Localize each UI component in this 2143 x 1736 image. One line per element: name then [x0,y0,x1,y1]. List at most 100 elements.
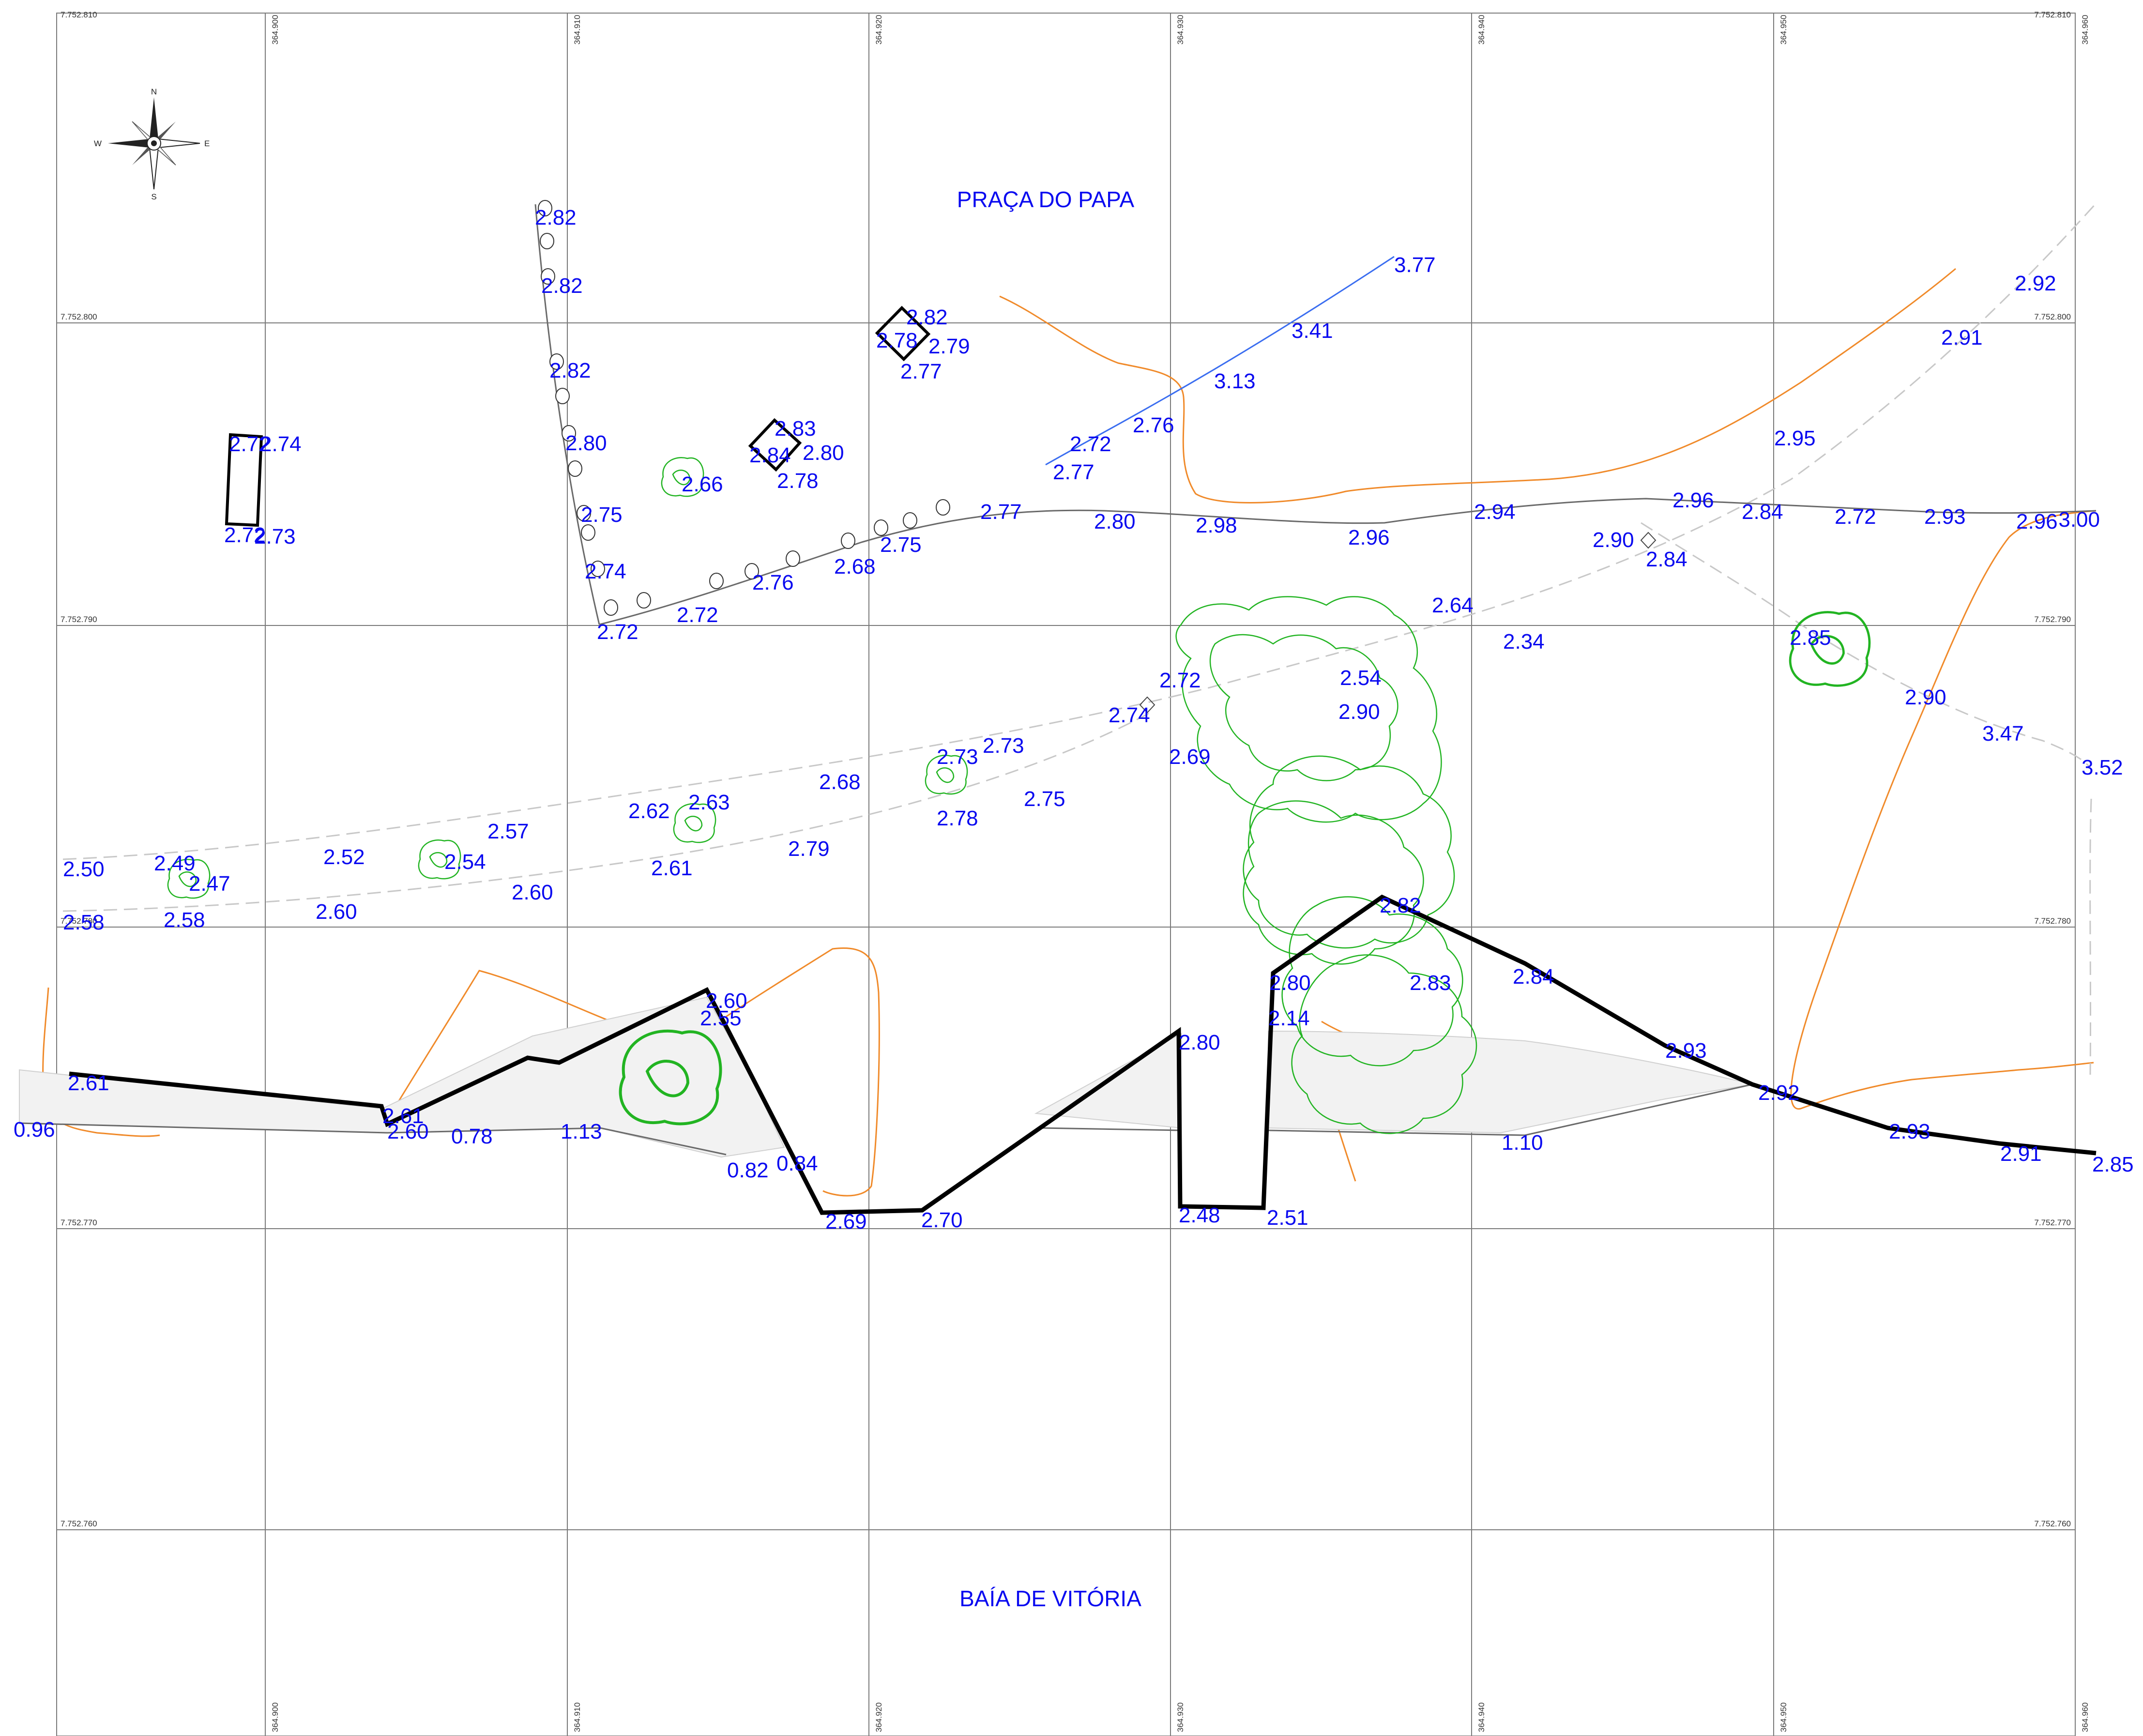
spot-elevation: 2.77 [980,500,1022,524]
structure-rect [225,433,263,527]
spot-elevation: 2.72 [677,603,718,627]
dashed-survey-lines [62,202,2097,1075]
spot-elevation: 2.80 [803,441,844,465]
spot-elevations: 2.82 2.82 2.82 2.80 2.75 2.74 2.72 2.72 … [14,206,2134,1233]
spot-elevation: 2.85 [1790,626,1831,650]
spot-elevation: 2.96 [1348,526,1390,549]
compass-s: S [151,192,156,201]
spot-elevation: 2.78 [777,469,819,493]
spot-elevation: 2.68 [819,770,861,794]
spot-elevation: 2.98 [1196,514,1237,537]
riprap-zone [19,996,1753,1158]
spot-elevation: 2.69 [1169,745,1211,769]
spot-elevation: 2.73 [937,745,978,769]
spot-elevation: 2.75 [880,533,922,557]
spot-elevation: 2.73 [254,525,296,548]
easting-label: 364.930 [1176,15,1185,45]
spot-elevation: 2.61 [651,856,693,880]
spot-elevation: 2.82 [549,359,591,382]
northing-label: 7.752.780 [61,916,97,926]
structures [225,305,1657,714]
spot-elevation: 2.79 [788,837,830,861]
easting-label: 364.950 [1779,15,1788,45]
tree-icon [661,457,704,497]
northing-label: 7.752.800 [61,312,97,321]
spot-elevation: 2.92 [1758,1081,1800,1105]
easting-label: 364.900 [271,1703,280,1732]
spot-elevation: 0.84 [776,1152,818,1175]
spot-elevation: 2.77 [1053,460,1094,484]
easting-label: 364.900 [271,15,280,45]
easting-label: 364.920 [874,1703,883,1732]
marker-diamond [1139,696,1155,714]
northing-label: 7.752.760 [2034,1519,2071,1528]
spot-elevation: 2.93 [1665,1039,1707,1063]
easting-label: 364.930 [1176,1703,1185,1732]
spot-elevation: 3.41 [1292,319,1333,343]
easting-label: 364.940 [1477,1703,1486,1732]
spot-elevation: 2.76 [752,571,794,594]
spot-elevation: 2.55 [700,1006,742,1030]
spot-elevation: 2.82 [906,305,948,329]
spot-elevation: 2.74 [260,432,302,456]
easting-label: 364.910 [573,1703,582,1732]
northing-label: 7.752.760 [61,1519,97,1528]
spot-elevation: 2.54 [1340,666,1382,690]
spot-elevation: 2.96 [1672,488,1714,512]
spot-elevation: 2.82 [1380,894,1421,917]
northing-label: 7.752.790 [61,615,97,624]
spot-elevation: 2.52 [323,845,365,869]
spot-elevation: 2.54 [444,850,486,874]
spot-elevation: 2.93 [1889,1120,1930,1143]
easting-label: 364.960 [2081,1703,2090,1732]
blue-survey-line [1045,256,1395,466]
place-label-baia: BAÍA DE VITÓRIA [959,1586,1141,1611]
spot-elevation: 2.60 [387,1120,429,1143]
spot-elevation: 2.47 [189,872,230,896]
northing-label: 7.752.810 [61,10,97,19]
wall-stones [538,200,950,616]
spot-elevation: 2.61 [68,1071,109,1095]
spot-elevation: 2.74 [1109,703,1150,727]
spot-elevation: 2.72 [1159,669,1201,692]
spot-elevation: 2.83 [1410,971,1451,995]
spot-elevation: 2.48 [1179,1203,1220,1227]
compass-rose-icon: N S E W [94,87,210,201]
northing-label: 7.752.810 [2034,10,2071,19]
spot-elevation: 2.96 [2016,510,2058,533]
spot-elevation: 1.13 [561,1120,602,1143]
spot-elevation: 2.75 [1024,787,1065,811]
lower-profile-line [19,1083,1753,1156]
structure-diamond [748,418,802,472]
spot-elevation: 2.58 [63,911,105,934]
spot-elevation: 2.77 [900,360,942,383]
easting-label: 364.920 [874,15,883,45]
spot-elevation: 0.82 [727,1158,769,1182]
compass-w: W [94,139,102,148]
easting-label: 364.960 [2081,15,2090,45]
spot-elevation: 1.10 [1502,1131,1543,1155]
spot-elevation: 2.85 [2092,1153,2134,1176]
spot-elevation: 2.72 [1070,432,1111,456]
tree-icon [673,803,716,843]
spot-elevation: 3.13 [1214,369,1256,393]
spot-elevation: 2.50 [63,857,105,881]
spot-elevation: 2.73 [983,734,1024,758]
spot-elevation: 2.78 [937,807,978,830]
spot-elevation: 3.52 [2082,756,2123,779]
spot-elevation: 0.96 [14,1118,55,1142]
spot-elevation: 2.51 [1267,1206,1308,1230]
spot-elevation: 2.49 [154,852,196,875]
compass-e: E [204,139,210,148]
spot-elevation: 3.00 [2058,508,2100,532]
northing-labels: 7.752.810 7.752.810 7.752.800 7.752.800 … [61,10,2071,1528]
spot-elevation: 2.79 [928,335,970,358]
spot-elevation: 2.60 [512,881,553,904]
spot-elevation: 2.91 [2000,1142,2042,1166]
northing-label: 7.752.770 [61,1218,97,1227]
spot-elevation: 2.62 [628,799,670,823]
spot-elevation: 2.74 [585,560,626,583]
spot-elevation: 2.63 [688,791,730,814]
spot-elevation: 2.84 [1742,500,1783,524]
